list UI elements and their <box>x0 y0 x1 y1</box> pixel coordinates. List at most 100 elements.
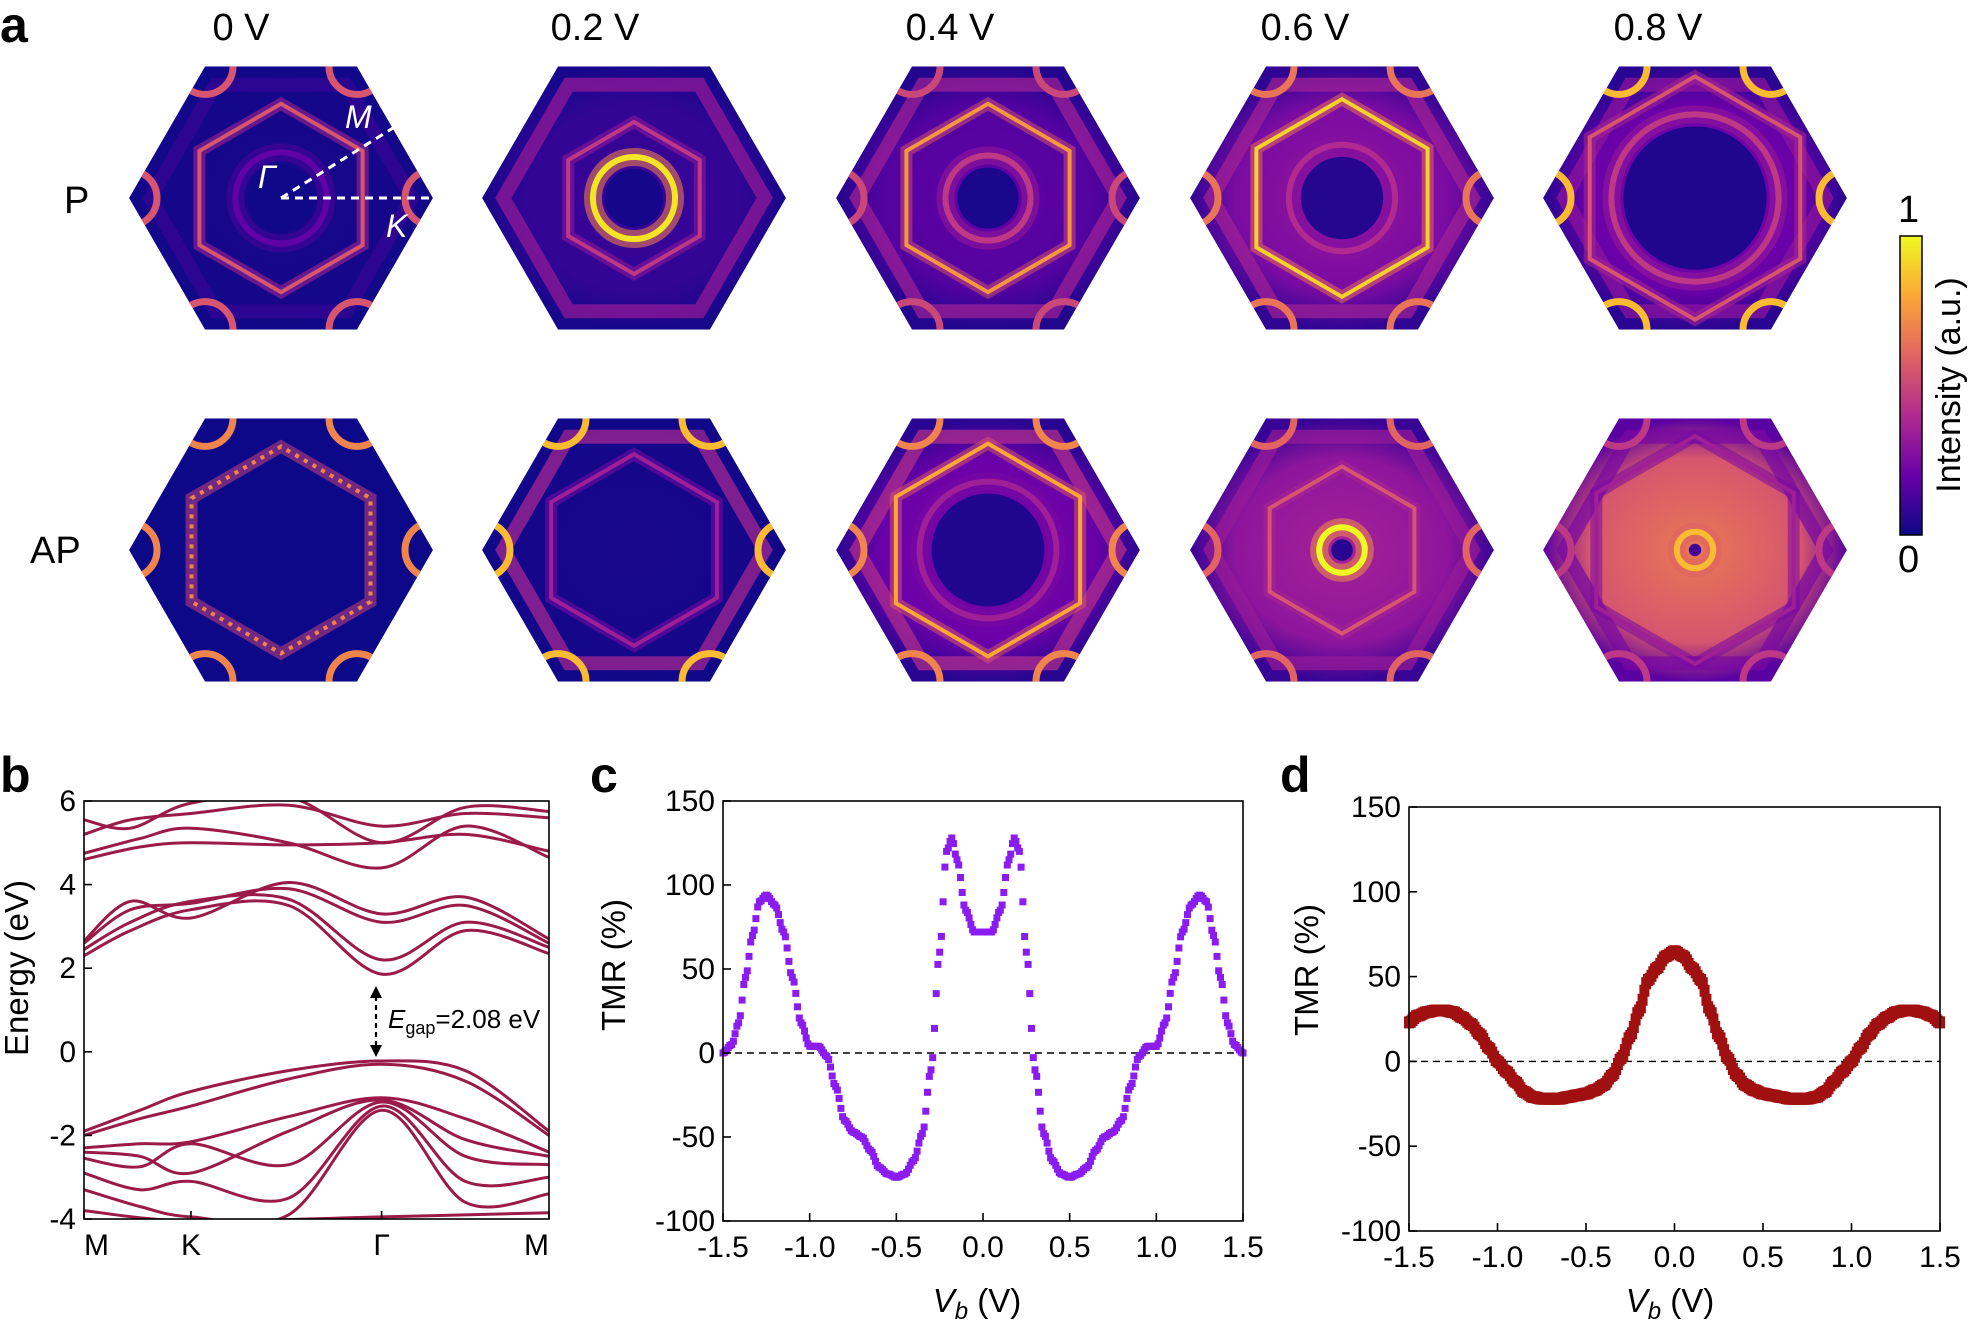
inner-ring <box>1285 141 1399 255</box>
data-point <box>1163 1014 1171 1022</box>
y-tick-label: 50 <box>682 953 715 986</box>
x-tick-label: 1.0 <box>1831 1241 1873 1274</box>
edge-band <box>495 429 773 671</box>
data-point <box>868 1148 876 1156</box>
y-tick-label: 6 <box>59 785 76 818</box>
data-point <box>729 1037 737 1045</box>
data-point <box>1000 889 1008 896</box>
row-label-ap: AP <box>30 530 81 572</box>
x-tick-label: M <box>84 1229 109 1262</box>
data-point <box>1052 1161 1060 1169</box>
data-point <box>1154 1040 1162 1048</box>
edge-band <box>849 77 1127 319</box>
corner-pocket <box>754 518 786 582</box>
inner-ring <box>1673 528 1717 572</box>
data-point <box>929 1054 937 1062</box>
y-tick-label: 100 <box>1351 876 1401 909</box>
data-point <box>1166 989 1174 997</box>
y-tick-label: -4 <box>49 1203 76 1236</box>
data-point <box>1215 967 1223 975</box>
data-point <box>1168 978 1176 986</box>
data-point <box>1002 874 1009 881</box>
data-point <box>1697 977 1708 990</box>
band-line <box>84 1096 549 1154</box>
corner-pocket <box>1234 298 1298 330</box>
data-point <box>1036 1107 1044 1115</box>
y-tick-label: -100 <box>655 1205 715 1238</box>
edge-band <box>1556 429 1834 671</box>
data-point <box>749 931 756 939</box>
data-point <box>1227 1030 1235 1038</box>
xlabel-main: V <box>1626 1282 1651 1319</box>
corner-pocket <box>836 166 868 230</box>
corner-pocket <box>129 518 161 582</box>
data-point <box>1095 1142 1103 1150</box>
y-tick-label: 4 <box>59 869 76 902</box>
x-tick-label: -1.5 <box>1383 1241 1435 1274</box>
data-point <box>1015 847 1023 855</box>
data-point <box>1031 1066 1039 1074</box>
corner-pocket <box>173 418 237 450</box>
data-point <box>835 1094 843 1102</box>
corner-pocket <box>173 298 237 330</box>
data-point <box>754 903 762 911</box>
center-dark <box>1623 126 1767 270</box>
band-line <box>84 801 549 845</box>
y-tick-label: 150 <box>1351 791 1401 824</box>
data-point <box>1041 1132 1049 1140</box>
outer-ring <box>1587 74 1803 322</box>
data-point <box>1033 1072 1041 1080</box>
data-point <box>1206 915 1214 923</box>
y-tick-label: -50 <box>1358 1130 1401 1163</box>
corner-pocket <box>325 298 389 330</box>
panel-label-c: c <box>590 747 618 803</box>
data-point <box>913 1147 921 1155</box>
data-point <box>1619 1044 1630 1057</box>
data-point <box>963 909 971 916</box>
data-point <box>957 874 964 881</box>
data-point <box>1184 911 1191 919</box>
y-tick-label: 50 <box>1368 961 1401 994</box>
outer-ring <box>893 441 1083 659</box>
voltage-label: 0.8 V <box>1614 7 1703 49</box>
corner-pocket <box>678 650 742 682</box>
data-point <box>915 1139 923 1147</box>
corner-pocket <box>1032 418 1096 450</box>
fermi-map <box>1190 418 1494 682</box>
data-point <box>738 996 746 1004</box>
data-point <box>833 1086 841 1094</box>
corner-pocket <box>1032 298 1096 330</box>
corner-pocket <box>482 518 514 582</box>
y-tick-label: 0 <box>1384 1045 1401 1078</box>
corner-pocket <box>401 166 433 230</box>
data-point <box>1121 1104 1129 1112</box>
corner-pocket <box>1462 166 1494 230</box>
data-point <box>1029 1054 1037 1062</box>
outer-ring <box>1594 433 1796 667</box>
plot-frame <box>1408 806 1941 1232</box>
gap-annotation: Egap=2.08 eV <box>370 986 541 1057</box>
corner-pocket <box>1543 166 1575 230</box>
tmr-plot-d <box>1404 945 1945 1105</box>
data-point <box>736 1012 744 1020</box>
colorbar-gradient <box>1899 235 1923 536</box>
corner-pocket <box>1386 66 1450 98</box>
corner-pocket <box>836 518 868 582</box>
tmr-xlabel-d: Vb (V) <box>1626 1282 1715 1321</box>
x-tick-label: 1.0 <box>1135 1231 1177 1264</box>
data-point <box>1706 1007 1717 1020</box>
gap-label: Egap=2.08 eV <box>388 1004 541 1038</box>
tmr-axes-c: -100 -50 0 50 100 150 -1.5 -1.0 -0.5 0.0 0.5 1.0 1.5 <box>655 785 1264 1264</box>
inner-ring <box>1316 524 1368 576</box>
data-point <box>742 973 749 981</box>
data-point <box>1218 981 1226 988</box>
data-point <box>743 967 751 975</box>
data-point <box>1087 1157 1094 1165</box>
gap-label-sub: gap <box>405 1018 435 1038</box>
data-point <box>936 948 944 956</box>
data-point <box>1637 993 1648 1006</box>
corner-pocket <box>173 650 237 682</box>
corner-pocket <box>1739 650 1803 682</box>
data-point <box>1045 1147 1053 1155</box>
data-point <box>1161 1019 1169 1027</box>
